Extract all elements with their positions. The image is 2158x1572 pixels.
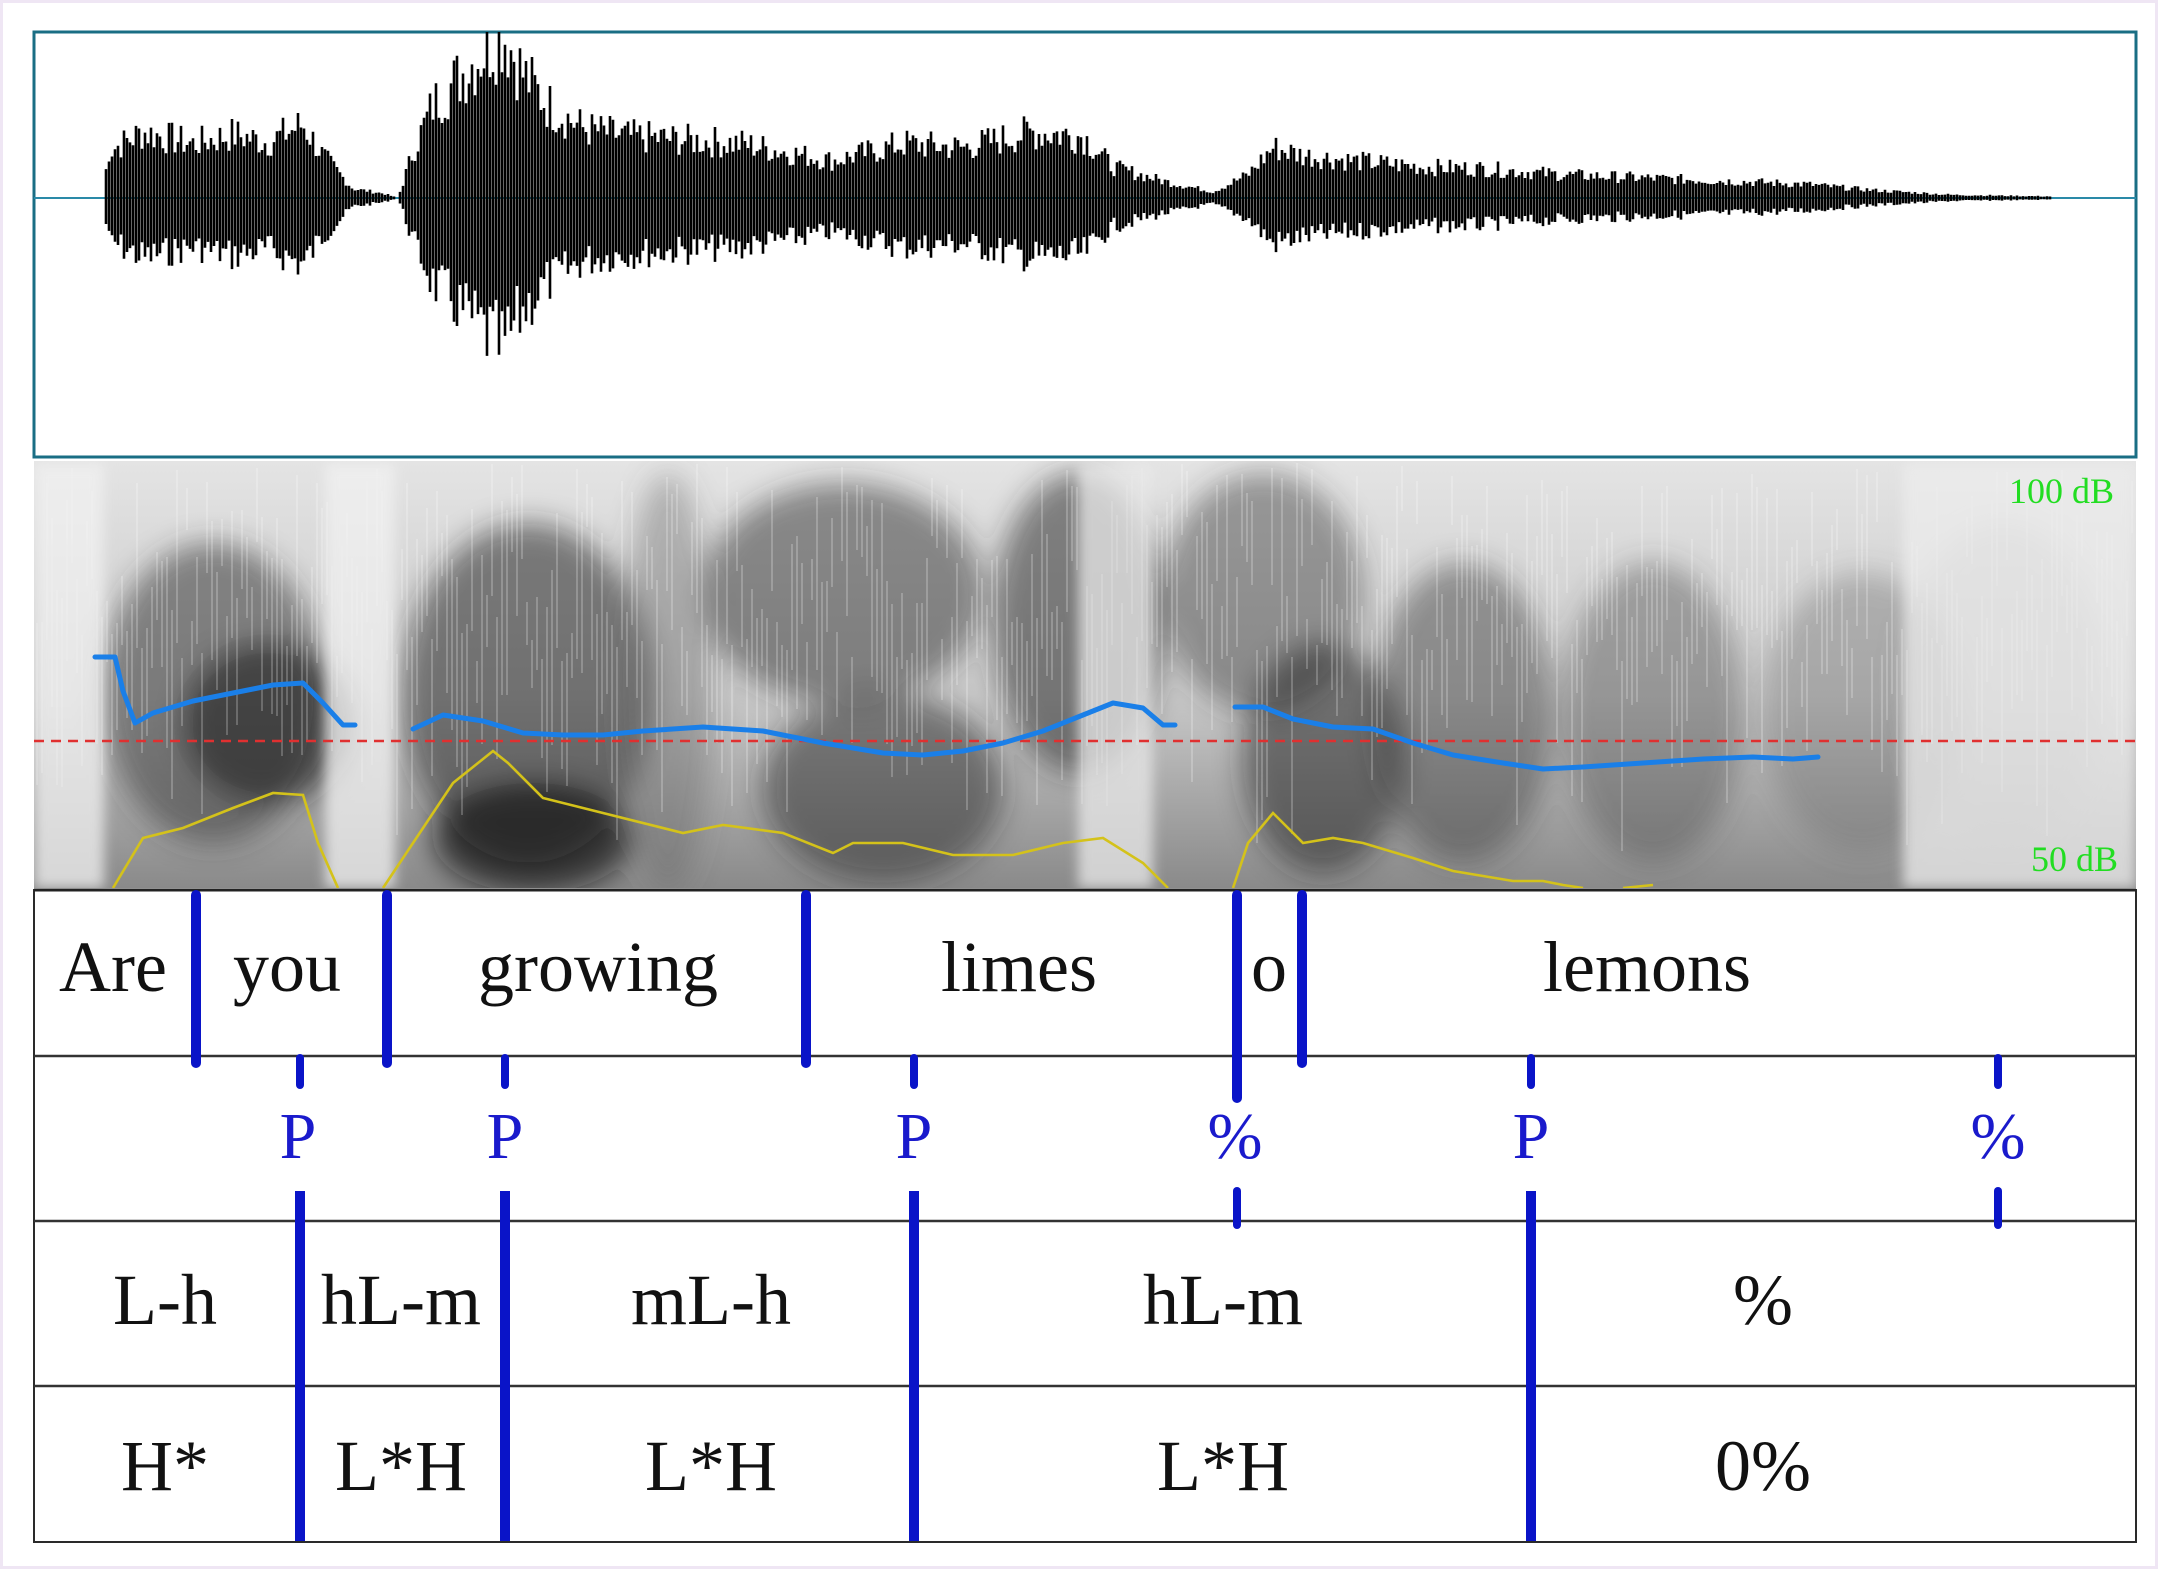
prominence-tier: P P P % P % (280, 1100, 2026, 1173)
tone-tier: H* L*H L*H L*H 0% (121, 1426, 1811, 1506)
prominence-label: P (1513, 1100, 1550, 1173)
contour-label: hL-m (321, 1260, 481, 1340)
tone-label: L*H (1157, 1426, 1289, 1506)
tone-label: L*H (335, 1426, 467, 1506)
word-label: o (1251, 927, 1287, 1007)
word-label: limes (941, 927, 1097, 1007)
spectrogram-pauses (34, 463, 2136, 888)
word-label: Are (59, 927, 167, 1007)
contour-label: mL-h (631, 1260, 791, 1340)
db-top-label: 100 dB (2009, 471, 2114, 511)
word-label: lemons (1543, 927, 1751, 1007)
prominence-label: P (487, 1100, 524, 1173)
annotated-speech-figure: 100 dB 50 dB Are you growing limes o lem… (32, 30, 2138, 1543)
contour-tier: L-h hL-m mL-h hL-m % (113, 1260, 1793, 1340)
waveform-trace (104, 32, 2052, 356)
intensity-contour (111, 749, 1654, 888)
prominence-label: P (280, 1100, 317, 1173)
prominence-label: P (896, 1100, 933, 1173)
waveform-border (32, 30, 2138, 459)
contour-label: % (1733, 1260, 1793, 1340)
contour-label: hL-m (1143, 1260, 1303, 1340)
waveform-panel (32, 30, 2138, 459)
prominence-label: % (1208, 1100, 1263, 1173)
annotation-tiers: Are you growing limes o lemons P P P % P… (33, 888, 2137, 1543)
tone-label: L*H (645, 1426, 777, 1506)
tone-label: 0% (1715, 1426, 1811, 1506)
word-label: growing (478, 927, 718, 1007)
spectrogram-panel: 100 dB 50 dB (34, 461, 2136, 888)
word-tier: Are you growing limes o lemons (59, 927, 1751, 1007)
contour-label: L-h (113, 1260, 217, 1340)
pitch-contour (92, 654, 1821, 772)
tone-label: H* (121, 1426, 209, 1506)
tier-boundaries (191, 890, 2002, 1541)
db-bottom-label: 50 dB (2031, 839, 2118, 879)
word-label: you (233, 927, 341, 1007)
prominence-label: % (1971, 1100, 2026, 1173)
